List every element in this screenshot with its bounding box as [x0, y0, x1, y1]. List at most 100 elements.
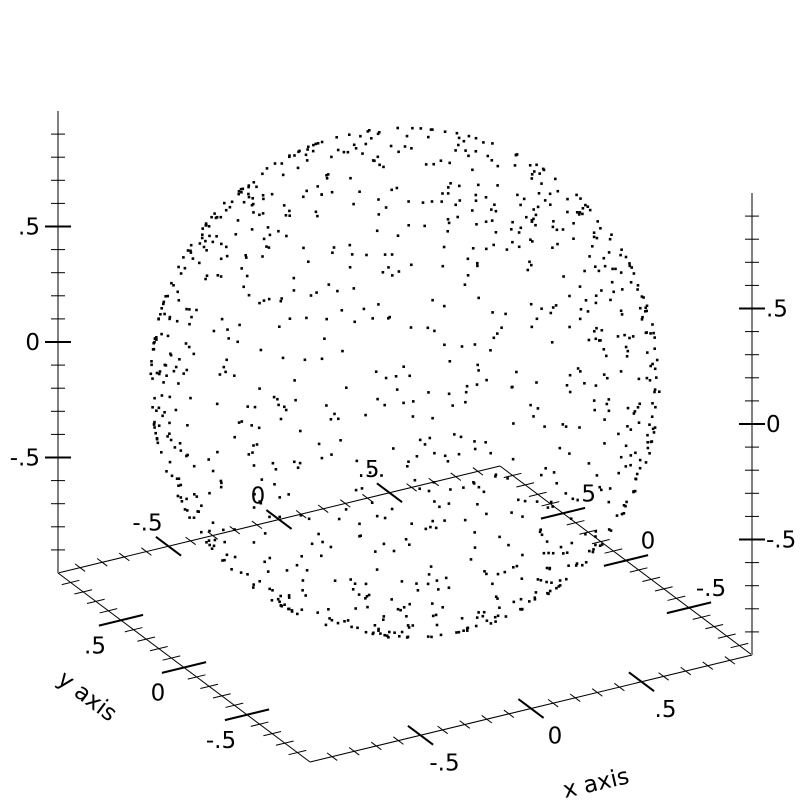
data-point: [554, 304, 558, 307]
data-point: [364, 142, 368, 146]
data-point: [241, 187, 245, 191]
x-tick-back: [118, 552, 130, 562]
data-point: [577, 213, 581, 216]
data-point: [368, 129, 371, 132]
data-point: [593, 408, 596, 412]
data-point: [624, 345, 628, 349]
data-point: [584, 203, 587, 207]
data-point: [220, 242, 223, 246]
data-point: [619, 455, 623, 459]
data-point: [205, 274, 209, 277]
data-point: [251, 451, 254, 454]
data-point: [200, 530, 203, 534]
data-point: [198, 261, 201, 265]
data-point: [619, 370, 623, 373]
x-tick-front: [326, 752, 338, 761]
data-point: [620, 248, 623, 251]
data-point: [259, 348, 263, 352]
x-tick-front: [370, 741, 382, 751]
data-point: [384, 206, 388, 209]
data-point: [446, 192, 450, 195]
data-point: [651, 402, 654, 405]
data-point: [473, 440, 476, 443]
x-tick-front: [348, 747, 360, 756]
data-point: [473, 343, 477, 346]
data-point: [629, 281, 633, 284]
data-point: [320, 456, 324, 460]
data-point: [592, 231, 596, 234]
data-point: [281, 173, 285, 177]
data-point: [628, 336, 631, 340]
data-point: [653, 388, 657, 391]
data-point: [321, 540, 324, 544]
data-point: [584, 532, 587, 536]
data-point: [446, 460, 450, 463]
data-point: [377, 213, 381, 216]
data-point: [215, 402, 219, 406]
data-point: [344, 508, 348, 511]
data-point: [418, 438, 422, 442]
data-point: [200, 504, 203, 507]
data-point: [355, 459, 359, 463]
data-point: [277, 229, 280, 233]
data-point: [220, 317, 224, 321]
data-point: [532, 415, 535, 418]
data-point: [583, 382, 586, 385]
data-point: [328, 617, 331, 620]
data-point: [166, 334, 170, 338]
data-point: [353, 582, 357, 585]
data-point: [427, 391, 430, 394]
data-point: [168, 317, 171, 321]
data-point: [306, 148, 309, 151]
data-point: [352, 202, 355, 206]
data-point: [168, 460, 172, 464]
data-point: [449, 182, 452, 185]
data-point: [617, 471, 620, 475]
data-point: [204, 222, 208, 225]
data-point: [336, 148, 340, 152]
data-point: [263, 560, 266, 564]
data-point: [474, 150, 478, 153]
x-tick-front: [628, 671, 655, 693]
data-point: [270, 192, 274, 196]
data-point: [408, 602, 411, 606]
data-point: [228, 205, 232, 209]
data-point: [184, 342, 188, 345]
data-point: [294, 398, 297, 402]
data-point: [626, 406, 630, 410]
data-point: [616, 335, 620, 338]
y-tick-right: [642, 576, 661, 583]
data-point: [600, 543, 604, 546]
data-point: [542, 551, 546, 555]
data-point: [496, 184, 499, 187]
data-point: [431, 416, 434, 420]
data-point: [157, 317, 160, 320]
data-point: [272, 395, 276, 399]
data-point: [438, 505, 441, 509]
data-point: [466, 257, 470, 261]
data-point: [516, 193, 519, 197]
data-point: [179, 272, 183, 275]
data-point: [651, 362, 654, 366]
data-point: [399, 608, 402, 612]
data-point: [439, 633, 443, 637]
data-point: [533, 596, 537, 599]
data-point: [320, 193, 323, 196]
data-point: [192, 464, 196, 468]
data-point: [350, 625, 353, 629]
data-point: [490, 159, 494, 162]
data-point: [653, 390, 656, 394]
data-point: [152, 347, 156, 351]
data-point: [298, 461, 302, 465]
data-point: [155, 371, 159, 375]
data-point: [158, 370, 162, 373]
data-point: [330, 190, 334, 194]
data-point: [293, 460, 296, 464]
data-point: [307, 145, 310, 149]
data-point: [250, 424, 253, 427]
x-axis-label: x axis: [561, 763, 632, 803]
data-point: [447, 502, 451, 505]
data-point: [443, 454, 447, 458]
data-point: [435, 623, 439, 627]
